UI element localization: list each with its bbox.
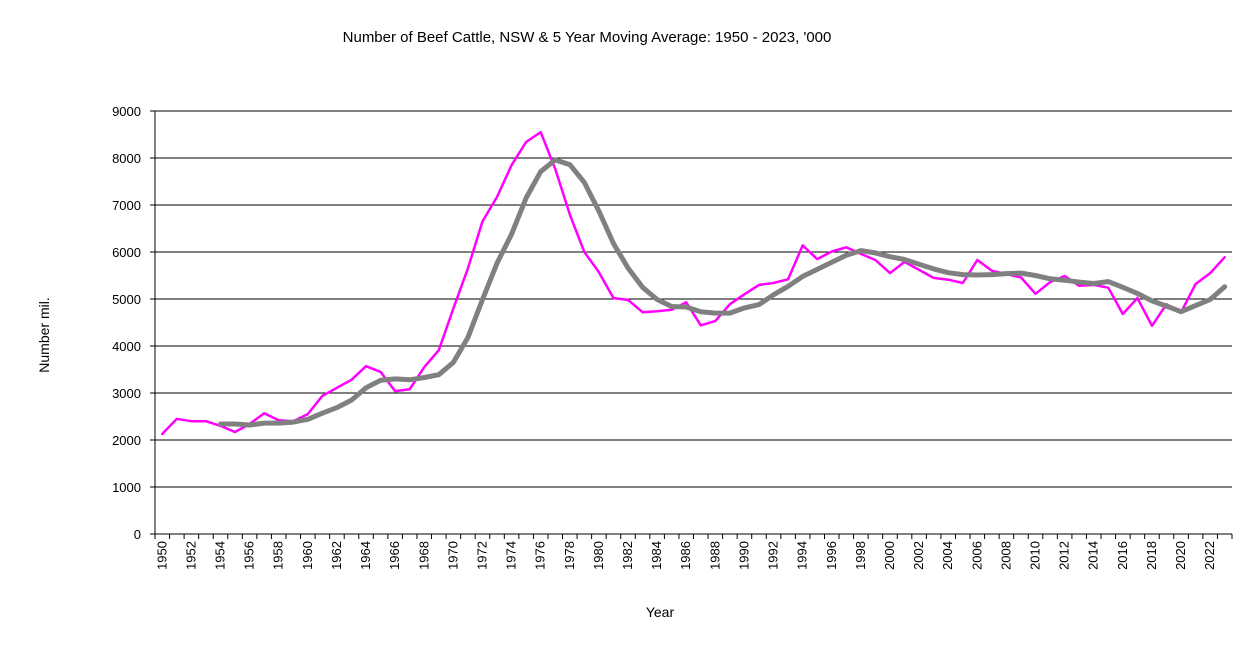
x-tick-label: 1972 (474, 541, 489, 570)
x-tick-label: 2000 (882, 541, 897, 570)
x-tick-label: 1992 (766, 541, 781, 570)
x-tick-label: 1954 (212, 541, 227, 570)
y-tick-label: 5000 (112, 292, 141, 307)
series-line-beef-cattle (161, 130, 1226, 436)
y-tick-label: 2000 (112, 433, 141, 448)
x-tick-label: 2018 (1144, 541, 1159, 570)
x-tick-label: 1996 (824, 541, 839, 570)
x-tick-label: 1986 (678, 541, 693, 570)
x-tick-label: 1998 (853, 541, 868, 570)
x-tick-label: 1980 (591, 541, 606, 570)
y-tick-label: 7000 (112, 198, 141, 213)
x-tick-label: 2020 (1173, 541, 1188, 570)
x-tick-label: 2004 (940, 541, 955, 570)
y-tick-label: 4000 (112, 339, 141, 354)
x-tick-label: 1982 (620, 541, 635, 570)
x-tick-label: 1990 (736, 541, 751, 570)
y-axis-ticks: 0 1000 2000 3000 4000 5000 6000 7000 8000 9000 (112, 104, 155, 542)
x-tick-label: 1978 (562, 541, 577, 570)
x-tick-label: 2002 (911, 541, 926, 570)
x-tick-label: 1968 (416, 541, 431, 570)
x-tick-label: 2010 (1028, 541, 1043, 570)
x-tick-label: 2006 (969, 541, 984, 570)
x-tick-label: 1956 (242, 541, 257, 570)
x-tick-label: 2022 (1202, 541, 1217, 570)
y-tick-label: 0 (134, 527, 141, 542)
x-tick-label: 1952 (183, 541, 198, 570)
x-tick-label: 1976 (533, 541, 548, 570)
x-axis-ticks: 1950 1952 1954 1956 1958 1960 1962 1964 1966 1968… (154, 534, 1233, 570)
y-tick-label: 6000 (112, 245, 141, 260)
series-group (161, 130, 1228, 436)
x-tick-label: 1994 (795, 541, 810, 570)
x-tick-label: 1974 (504, 541, 519, 570)
y-tick-label: 1000 (112, 480, 141, 495)
x-tick-label: 1988 (707, 541, 722, 570)
x-tick-label: 1984 (649, 541, 664, 570)
x-tick-label: 1964 (358, 541, 373, 570)
x-tick-label: 1958 (271, 541, 286, 570)
x-tick-label: 1966 (387, 541, 402, 570)
y-tick-label: 8000 (112, 151, 141, 166)
x-tick-label: 1950 (154, 541, 169, 570)
x-tick-label: 1962 (329, 541, 344, 570)
x-tick-label: 1960 (300, 541, 315, 570)
series-line-moving-average (218, 157, 1228, 428)
x-tick-label: 1970 (445, 541, 460, 570)
x-tick-label: 2014 (1086, 541, 1101, 570)
gridlines (155, 110, 1232, 488)
y-axis-label: Number mil. (36, 297, 52, 372)
x-axis-label: Year (646, 604, 675, 620)
x-tick-label: 2016 (1115, 541, 1130, 570)
y-tick-label: 3000 (112, 386, 141, 401)
x-tick-label: 2008 (998, 541, 1013, 570)
x-tick-label: 2012 (1057, 541, 1072, 570)
chart-title: Number of Beef Cattle, NSW & 5 Year Movi… (343, 29, 832, 46)
y-tick-label: 9000 (112, 104, 141, 119)
